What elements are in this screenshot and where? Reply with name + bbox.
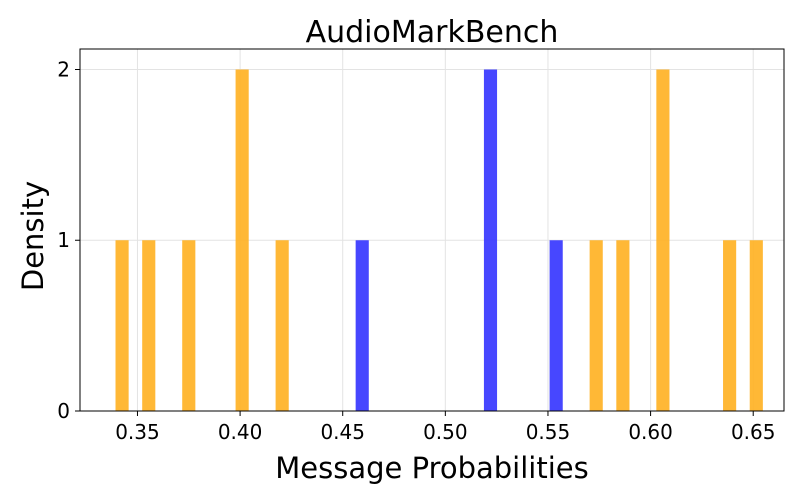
histogram-bar <box>723 240 737 411</box>
histogram-bars <box>115 69 763 411</box>
y-tick-label: 0 <box>57 399 70 423</box>
axis-ticks: 0.35 0.40 0.45 0.50 0.55 0.60 0.65 0 1 2 <box>57 57 775 444</box>
histogram-bar <box>355 240 369 411</box>
histogram-bar <box>549 240 563 411</box>
y-tick-label: 2 <box>57 57 70 81</box>
x-tick-label: 0.55 <box>526 420 571 444</box>
y-axis-title: Density <box>16 181 50 291</box>
x-tick-label: 0.65 <box>731 420 776 444</box>
histogram-bar <box>483 69 498 411</box>
histogram-bar <box>235 69 249 411</box>
histogram-bar <box>115 240 129 411</box>
y-tick-label: 1 <box>57 228 70 252</box>
x-tick-label: 0.40 <box>218 420 263 444</box>
x-tick-label: 0.45 <box>320 420 365 444</box>
x-axis-title: Message Probabilities <box>275 451 588 485</box>
x-tick-label: 0.60 <box>628 420 673 444</box>
histogram-bar <box>182 240 196 411</box>
plot-frame <box>79 48 785 412</box>
histogram-bar <box>589 240 603 411</box>
histogram-bar <box>275 240 289 411</box>
chart-title: AudioMarkBench <box>306 15 559 50</box>
histogram-bar <box>142 240 156 411</box>
histogram-bar <box>656 69 670 411</box>
histogram-bar <box>749 240 763 411</box>
x-tick-label: 0.35 <box>115 420 160 444</box>
histogram-bar <box>616 240 630 411</box>
x-tick-label: 0.50 <box>423 420 468 444</box>
